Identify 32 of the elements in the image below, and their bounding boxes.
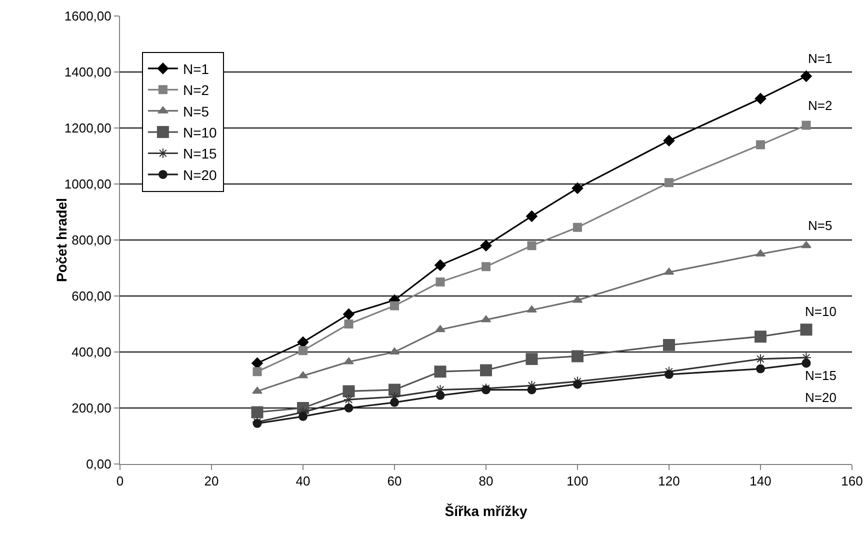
annotation: N=15 xyxy=(805,368,836,383)
y-tick-label: 1200,00 xyxy=(64,120,112,136)
annotation: N=20 xyxy=(805,390,836,405)
y-tick-label: 400,00 xyxy=(72,344,112,360)
x-tick-label: 20 xyxy=(204,474,219,489)
x-tick-label: 0 xyxy=(116,474,124,489)
x-tick-label: 120 xyxy=(658,474,680,489)
y-tick-label: 1600,00 xyxy=(64,8,112,24)
y-tick-label: 800,00 xyxy=(72,232,112,248)
x-tick-label: 80 xyxy=(478,474,494,489)
y-tick-label: 1000,00 xyxy=(64,176,112,192)
legend-label: N=5 xyxy=(182,103,210,120)
x-tick-label: 160 xyxy=(841,474,863,489)
y-tick-label: 1400,00 xyxy=(64,64,112,80)
y-tick-label: 200,00 xyxy=(72,400,112,416)
annotation: N=10 xyxy=(805,304,836,319)
y-axis-title: Počet hradel xyxy=(54,198,70,282)
legend-label: N=15 xyxy=(182,146,218,162)
x-axis-title: Šířka mřížky xyxy=(444,503,528,519)
legend-label: N=1 xyxy=(182,60,210,77)
y-tick-label: 600,00 xyxy=(72,288,112,304)
annotation: N=2 xyxy=(808,98,832,113)
x-tick-label: 40 xyxy=(296,474,310,489)
x-tick-label: 140 xyxy=(750,474,772,489)
annotation: N=1 xyxy=(808,51,832,66)
x-tick-label: 60 xyxy=(387,474,402,489)
annotation: N=5 xyxy=(808,218,832,233)
legend-label: N=10 xyxy=(182,124,218,140)
x-tick-label: 100 xyxy=(566,474,588,489)
y-tick-label: 0,00 xyxy=(86,456,112,472)
legend-label: N=2 xyxy=(182,82,210,98)
legend-label: N=20 xyxy=(182,166,218,183)
